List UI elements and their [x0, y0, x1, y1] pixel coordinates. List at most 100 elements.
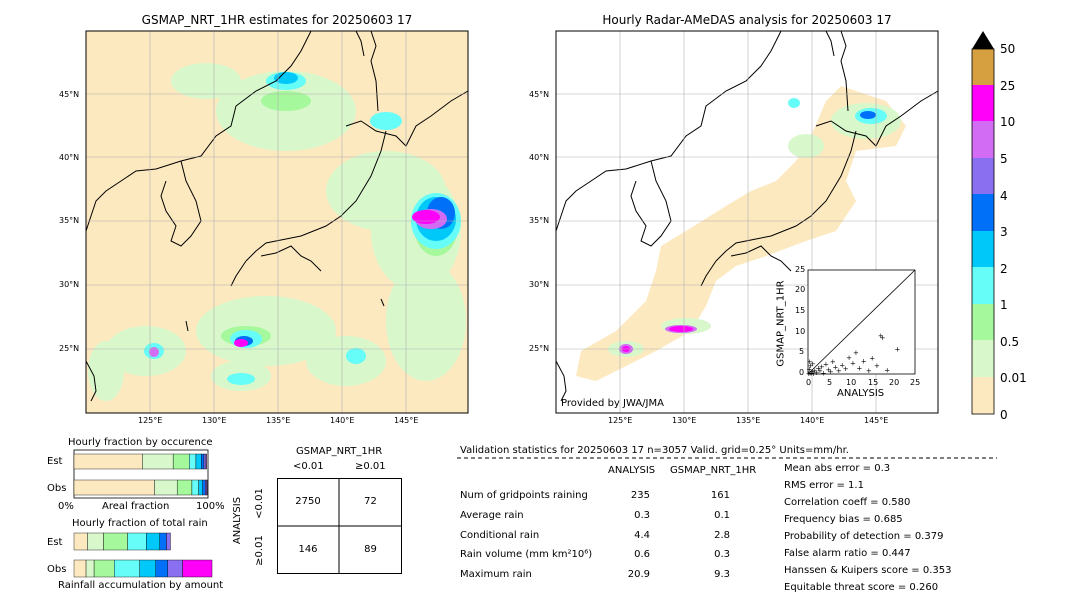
validation-row-analysis: 0.3	[634, 510, 650, 521]
right-map-title: Hourly Radar-AMeDAS analysis for 2025060…	[602, 13, 892, 27]
total-rain-x-label: Rainfall accumulation by amount	[58, 580, 224, 591]
occurrence-title: Hourly fraction by occurence	[68, 437, 213, 448]
scatter-point: +	[808, 362, 814, 370]
validation-row-gsmap: 2.8	[714, 530, 730, 541]
validation-col-gsmap: GSMAP_NRT_1HR	[670, 465, 757, 476]
scatter-point: +	[866, 367, 872, 375]
scatter-point: +	[878, 332, 884, 340]
stacked-bar-segment	[202, 479, 206, 496]
total-rain-row-label: Obs	[47, 564, 67, 575]
scatter-point: +	[812, 367, 818, 375]
colorbar-label: 2	[1000, 262, 1008, 276]
colorbar-label: 0	[1000, 408, 1008, 422]
validation-header: Validation statistics for 20250603 17 n=…	[460, 445, 849, 456]
right-lon-label: 140°E	[800, 416, 825, 425]
scatter-point: +	[880, 334, 886, 342]
contingency-cell: 89	[364, 544, 377, 555]
stacked-bar-segment	[182, 559, 213, 578]
validation-row-gsmap: 9.3	[714, 569, 730, 580]
contingency-col-header: <0.01	[293, 461, 324, 472]
scatter-y-label: GSMAP_NRT_1HR	[775, 280, 787, 367]
validation-divider	[457, 457, 997, 459]
total-rain-title: Hourly fraction of total rain	[72, 518, 208, 529]
stacked-bar-segment	[93, 559, 115, 578]
scatter-point: +	[861, 358, 867, 366]
stacked-bar-segment	[189, 453, 197, 470]
validation-score: Equitable threat score = 0.260	[784, 582, 939, 593]
stacked-bar-segment	[154, 479, 178, 496]
scatter-point: +	[832, 363, 838, 371]
validation-row-analysis: 0.6	[634, 549, 650, 560]
scatter-point: +	[826, 366, 832, 374]
contingency-col-header: ≥0.01	[355, 461, 386, 472]
colorbar	[971, 31, 995, 415]
validation-score: RMS error = 1.1	[784, 480, 864, 491]
colorbar-label: 4	[1000, 189, 1008, 203]
occurrence-x-min: 0%	[58, 501, 74, 512]
scatter-point: +	[809, 368, 815, 376]
scatter-point: +	[806, 366, 812, 374]
scatter-y-tick: 5	[799, 347, 805, 356]
scatter-y-tick: 0	[799, 368, 805, 377]
left-lat-label: 45°N	[59, 90, 80, 99]
scatter-x-tick: 15	[868, 378, 879, 387]
left-map-title: GSMAP_NRT_1HR estimates for 20250603 17	[141, 13, 413, 27]
scatter-plot: +++++++++++++++++++++++++++++++++++	[806, 269, 916, 378]
scatter-y-tick: 25	[795, 265, 806, 274]
contingency-row-header: ≥0.01	[253, 535, 265, 566]
right-lon-label: 125°E	[608, 416, 633, 425]
occurrence-row-label: Obs	[47, 483, 67, 494]
occurrence-row-label: Est	[47, 456, 63, 467]
colorbar-label: 10	[1000, 115, 1016, 129]
colorbar-label: 0.5	[1000, 335, 1020, 349]
left-lon-label: 135°E	[266, 416, 291, 425]
scatter-point: +	[850, 360, 856, 368]
validation-row-analysis: 4.4	[634, 530, 650, 541]
validation-score: Mean abs error = 0.3	[784, 463, 891, 474]
colorbar-label: 50	[1000, 42, 1016, 56]
contingency-row-label: ANALYSIS	[232, 496, 244, 545]
data-credit: Provided by JWA/JMA	[561, 398, 664, 409]
left-lon-label: 140°E	[330, 416, 355, 425]
left-lon-label: 130°E	[202, 416, 227, 425]
validation-row-label: Maximum rain	[460, 569, 532, 580]
scatter-y-tick: 10	[795, 327, 806, 336]
left-lon-label: 145°E	[394, 416, 419, 425]
stacked-bar-segment	[73, 559, 87, 578]
contingency-cell: 72	[364, 496, 377, 507]
left-map	[85, 30, 469, 414]
colorbar-label: 1	[1000, 298, 1008, 312]
colorbar-label: 0.01	[1000, 371, 1027, 385]
validation-row-gsmap: 0.1	[714, 510, 730, 521]
scatter-point: +	[808, 370, 814, 378]
scatter-x-tick: 5	[827, 378, 833, 387]
left-lat-label: 35°N	[59, 216, 80, 225]
stacked-bar-segment	[198, 479, 203, 496]
contingency-row-header: <0.01	[253, 488, 265, 519]
scatter-point: +	[810, 360, 816, 368]
scatter-point: +	[817, 367, 823, 375]
stacked-bar-segment	[73, 453, 143, 470]
validation-score: False alarm ratio = 0.447	[784, 548, 911, 559]
scatter-point: +	[806, 370, 812, 378]
right-lat-label: 35°N	[529, 216, 550, 225]
occurrence-x-label: Areal fraction	[102, 501, 170, 512]
stacked-bar-segment	[127, 532, 147, 551]
stacked-bar-segment	[167, 559, 183, 578]
right-lat-label: 30°N	[529, 280, 550, 289]
colorbar-label: 3	[1000, 225, 1008, 239]
scatter-point: +	[836, 367, 842, 375]
stacked-bar-segment	[166, 532, 171, 551]
stacked-bar-segment	[203, 453, 207, 470]
contingency-cell: 146	[298, 544, 318, 555]
colorbar-label: 25	[1000, 79, 1016, 93]
validation-row-analysis: 20.9	[627, 569, 650, 580]
scatter-point: +	[807, 358, 813, 366]
contingency-cell: 2750	[295, 496, 321, 507]
total-rain-row-label: Est	[47, 537, 63, 548]
right-lon-label: 145°E	[864, 416, 889, 425]
stacked-bar-segment	[159, 532, 167, 551]
validation-row-gsmap: 161	[710, 490, 730, 501]
scatter-point: +	[814, 369, 820, 377]
validation-row-label: Num of gridpoints raining	[460, 490, 588, 501]
